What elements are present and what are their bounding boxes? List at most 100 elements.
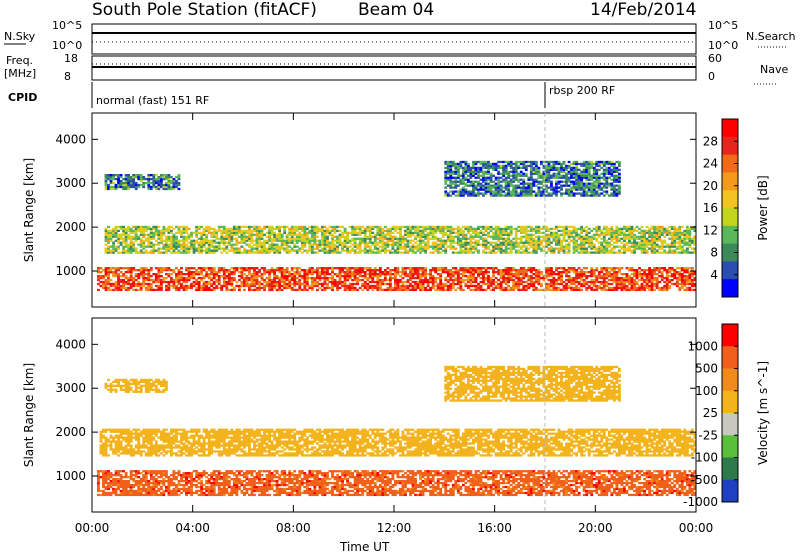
data-cell <box>212 272 216 276</box>
data-cell <box>693 227 697 231</box>
data-cell <box>660 276 664 280</box>
data-cell <box>595 278 599 282</box>
data-cell <box>658 239 662 242</box>
data-cell <box>557 235 561 238</box>
data-cell <box>680 272 684 276</box>
data-cell <box>112 227 115 231</box>
data-cell <box>144 272 148 276</box>
data-cell <box>660 225 664 229</box>
data-cell <box>217 282 221 286</box>
data-cell <box>645 241 649 244</box>
data-cell <box>625 278 629 282</box>
data-cell <box>534 235 538 238</box>
data-cell <box>180 286 183 290</box>
data-cell <box>356 225 360 229</box>
data-cell <box>648 280 651 284</box>
data-cell <box>300 276 304 280</box>
data-cell <box>600 251 604 254</box>
data-cell <box>170 278 173 282</box>
data-cell <box>643 272 646 276</box>
data-cell <box>295 227 299 231</box>
data-cell <box>104 233 108 236</box>
data-cell <box>162 233 166 236</box>
data-cell <box>404 231 407 235</box>
data-cell <box>497 286 500 290</box>
data-cell <box>175 239 178 242</box>
data-cell <box>265 235 269 238</box>
data-cell <box>250 231 254 235</box>
data-cell <box>434 235 438 238</box>
data-cell <box>232 271 236 274</box>
data-cell <box>273 245 277 248</box>
data-cell <box>396 243 400 246</box>
data-cell <box>509 271 513 274</box>
data-cell <box>132 288 136 292</box>
data-cell <box>321 235 324 238</box>
data-cell <box>595 225 599 229</box>
data-cell <box>527 278 531 282</box>
data-cell <box>441 239 445 242</box>
data-cell <box>401 286 405 290</box>
data-cell <box>149 251 153 254</box>
data-cell <box>607 227 611 231</box>
data-cell <box>545 241 548 244</box>
data-cell <box>683 274 687 278</box>
data-cell <box>517 245 521 248</box>
data-cell <box>237 249 241 252</box>
data-cell <box>434 267 438 270</box>
data-cell <box>137 288 141 292</box>
data-cell <box>227 229 231 233</box>
data-cell <box>338 286 342 290</box>
data-cell <box>492 267 495 270</box>
data-cell <box>328 280 332 284</box>
data-cell <box>504 278 508 282</box>
data-cell <box>680 249 684 252</box>
data-cell <box>524 227 528 231</box>
data-cell <box>117 280 120 284</box>
data-cell <box>678 267 682 270</box>
data-cell <box>421 235 425 238</box>
data-cell <box>139 274 143 278</box>
data-cell <box>114 280 118 284</box>
data-cell <box>310 271 314 274</box>
data-cell <box>373 241 377 244</box>
data-cell <box>117 237 120 240</box>
data-cell <box>114 233 118 236</box>
data-cell <box>132 237 136 240</box>
data-cell <box>670 249 674 252</box>
data-cell <box>315 235 319 238</box>
data-cell <box>333 278 337 282</box>
data-cell <box>507 280 511 284</box>
data-cell <box>590 267 594 270</box>
data-cell <box>328 286 332 290</box>
data-cell <box>388 237 392 240</box>
data-cell <box>142 235 146 238</box>
data-cell <box>162 177 166 181</box>
data-cell <box>117 278 120 282</box>
data-cell <box>424 243 428 246</box>
data-cell <box>461 166 465 170</box>
data-cell <box>185 229 188 233</box>
data-cell <box>640 278 644 282</box>
data-cell <box>421 288 425 292</box>
data-cell <box>459 280 463 284</box>
data-cell <box>283 271 287 274</box>
data-cell <box>248 251 251 254</box>
data-cell <box>147 187 151 191</box>
data-cell <box>504 231 508 235</box>
data-cell <box>363 235 367 238</box>
data-cell <box>620 284 624 288</box>
data-cell <box>635 229 639 233</box>
data-cell <box>149 235 153 238</box>
data-cell <box>366 243 370 246</box>
data-cell <box>323 229 327 233</box>
data-cell <box>532 247 536 250</box>
data-cell <box>283 284 287 288</box>
data-cell <box>258 271 261 274</box>
data-cell <box>104 286 108 290</box>
data-cell <box>449 237 453 240</box>
data-cell <box>451 229 455 233</box>
data-cell <box>623 227 626 231</box>
data-cell <box>232 249 236 252</box>
data-cell <box>640 231 644 235</box>
